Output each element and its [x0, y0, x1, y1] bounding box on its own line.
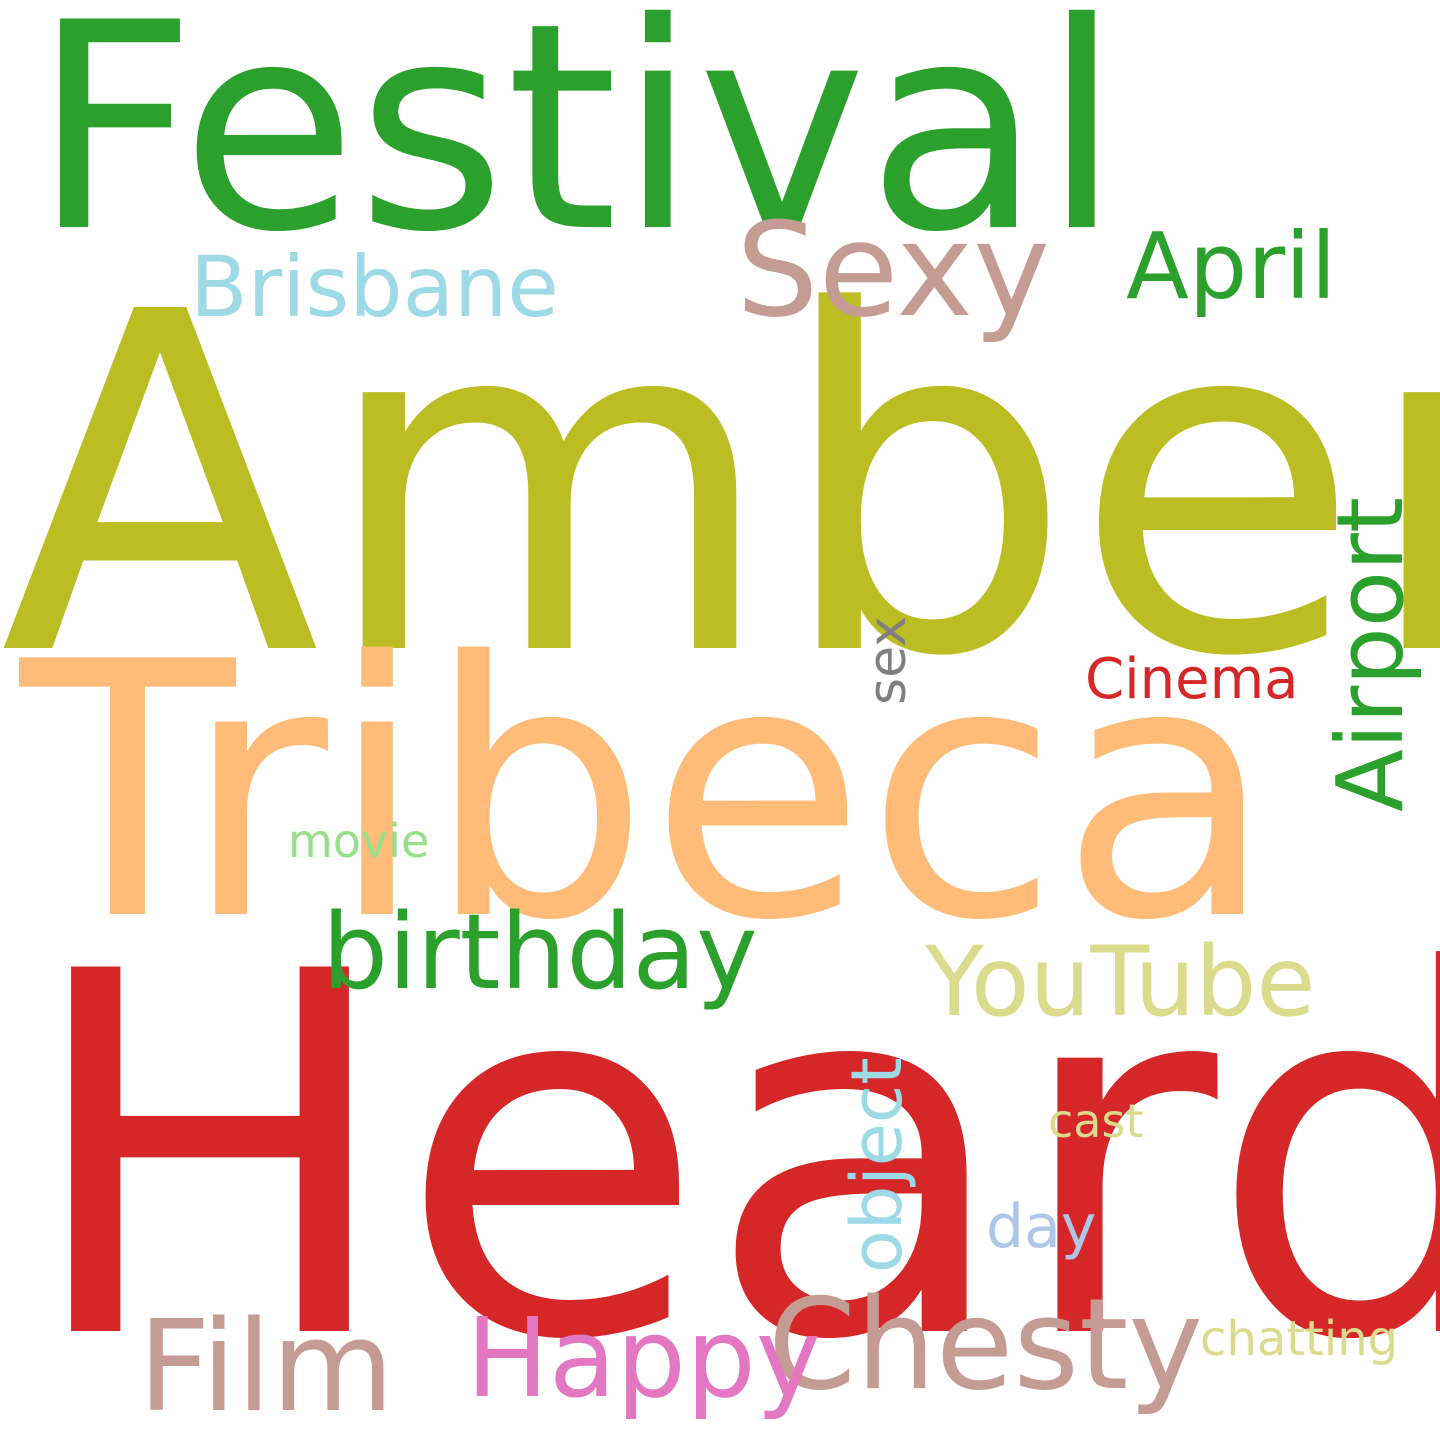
word-movie: movie [288, 814, 430, 868]
word-chatting: chatting [1200, 1311, 1399, 1367]
word-april: April [1126, 213, 1337, 320]
word-birthday: birthday [322, 891, 758, 1013]
word-chesty: Chesty [768, 1271, 1203, 1418]
word-amber: Amber [0, 215, 1440, 759]
word-cast: cast [1048, 1094, 1144, 1148]
word-airport: Airport [1317, 497, 1424, 812]
word-tribeca: Tribeca [20, 588, 1276, 998]
word-day: day [986, 1192, 1097, 1262]
word-festival: Festival [32, 0, 1122, 295]
word-film: Film [138, 1293, 395, 1440]
word-sex: sex [858, 616, 918, 705]
word-youtube: YouTube [925, 926, 1316, 1038]
word-brisbane: Brisbane [190, 238, 559, 336]
word-heard: Heard [22, 867, 1440, 1440]
word-happy: Happy [466, 1294, 821, 1422]
word-object: object [836, 1057, 918, 1273]
word-sexy: Sexy [736, 194, 1051, 346]
word-cinema: Cinema [1085, 647, 1299, 712]
